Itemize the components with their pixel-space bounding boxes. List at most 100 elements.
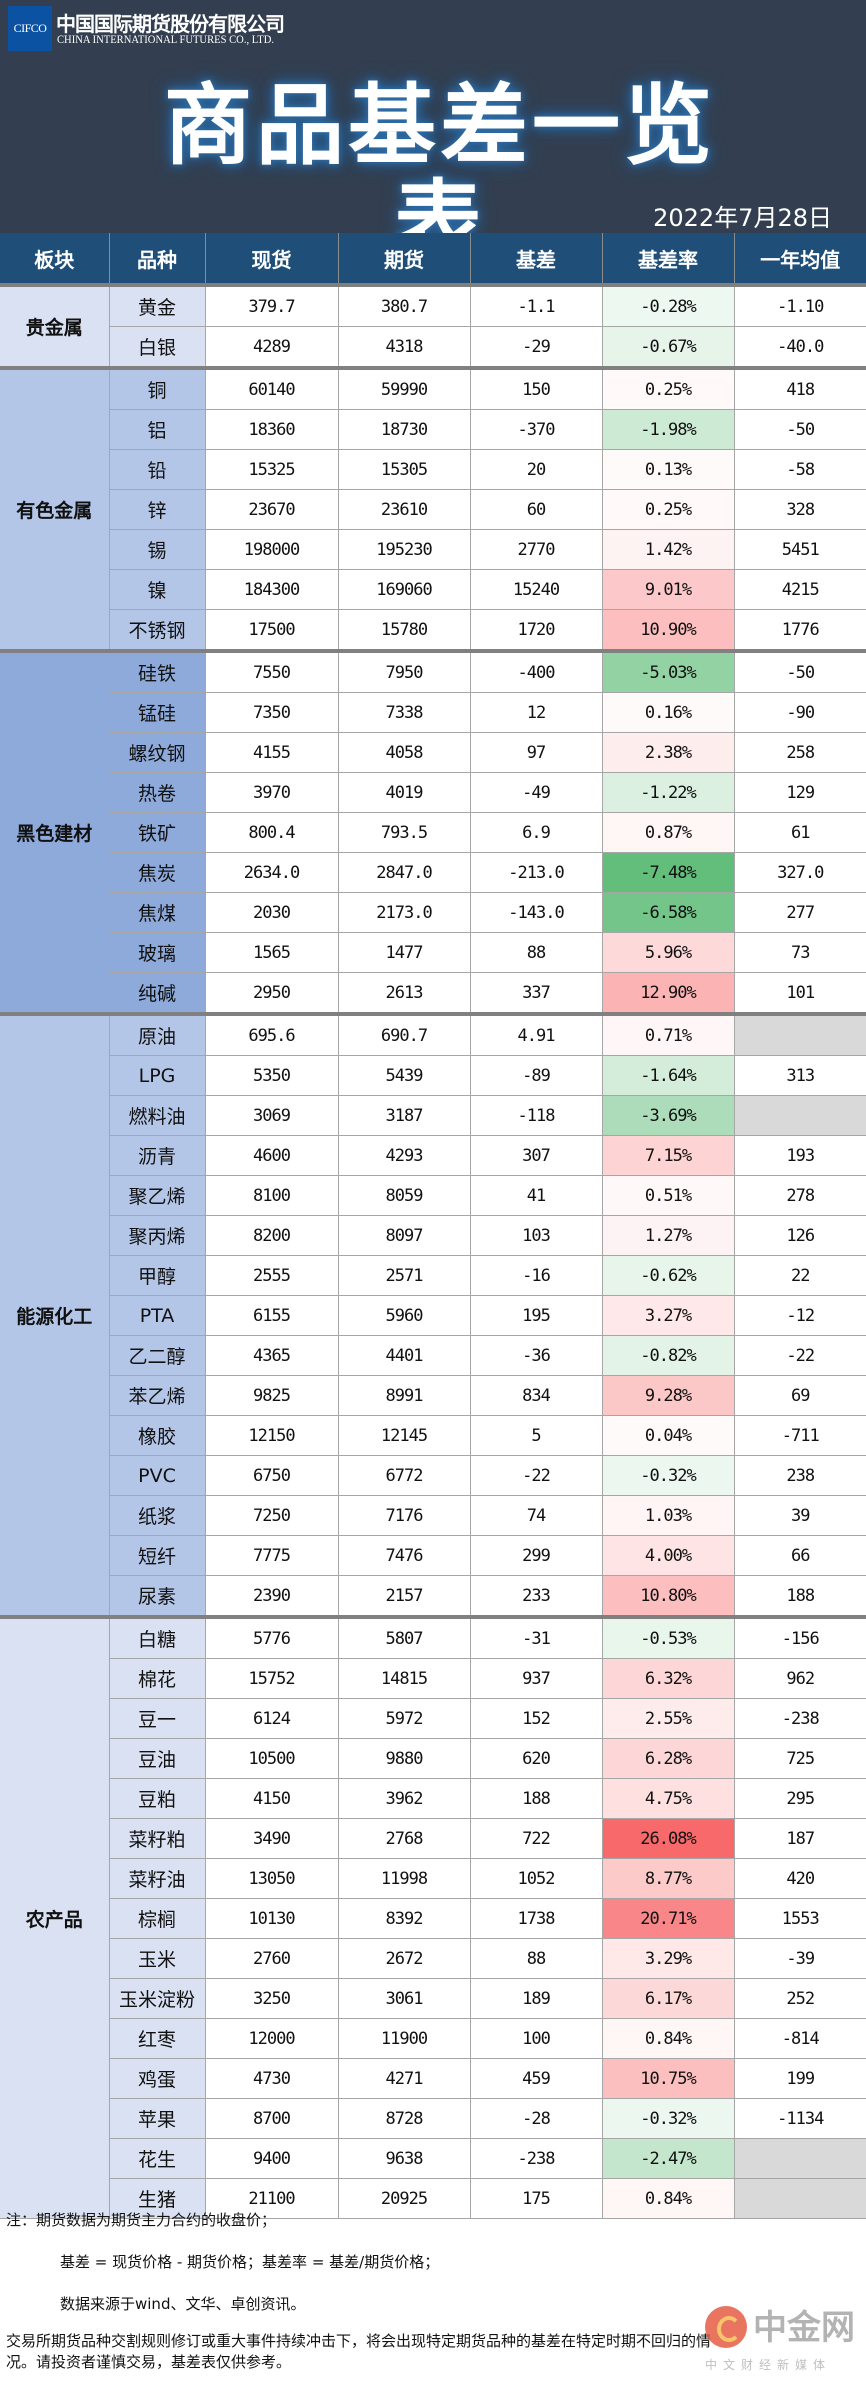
name-cell: 铅	[108, 449, 206, 490]
avg-cell: 327.0	[733, 852, 866, 893]
basis-cell: -49	[469, 772, 603, 813]
table-row: 鸡蛋 4730 4271 459 10.75% 199	[0, 2058, 866, 2099]
name-cell: 锌	[108, 489, 206, 530]
basis-cell: 60	[469, 489, 603, 530]
column-header-variety: 品种	[108, 233, 205, 287]
table-row: 苹果 8700 8728 -28 -0.32% -1134	[0, 2098, 866, 2139]
futures-cell: 2157	[337, 1575, 471, 1618]
table-row: 菜籽油 13050 11998 1052 8.77% 420	[0, 1858, 866, 1899]
name-cell: 玻璃	[108, 932, 206, 973]
futures-cell: 18730	[337, 409, 471, 450]
basis-cell: -22	[469, 1455, 603, 1496]
table-row: 螺纹钢 4155 4058 97 2.38% 258	[0, 732, 866, 773]
basis-cell: 150	[469, 366, 603, 410]
spot-cell: 18360	[204, 409, 339, 450]
column-header-year-average: 一年均值	[733, 233, 866, 287]
table-row: 黑色建材 硅铁 7550 7950 -400 -5.03% -50	[0, 649, 866, 1015]
spot-cell: 4289	[204, 326, 339, 369]
name-cell: 花生	[108, 2138, 206, 2179]
spot-cell: 17500	[204, 609, 339, 652]
rate-cell: 12.90%	[601, 972, 735, 1015]
basis-cell: 337	[469, 972, 603, 1015]
avg-cell	[733, 2138, 866, 2179]
avg-cell: 193	[733, 1135, 866, 1176]
rate-cell: 0.51%	[601, 1175, 735, 1216]
avg-cell: 61	[733, 812, 866, 853]
rate-cell: 10.75%	[601, 2058, 735, 2099]
table-row: 有色金属铜 60140 59990 150 0.25% 418	[0, 366, 866, 652]
futures-cell: 1477	[337, 932, 471, 973]
name-cell: 短纤	[108, 1535, 206, 1576]
report-header: CIFCO 中国国际期货股份有限公司 CHINA INTERNATIONAL F…	[0, 0, 866, 270]
name-cell: 镍	[108, 569, 206, 610]
cngold-watermark: 中金网 中文财经新媒体	[705, 2300, 855, 2375]
avg-cell: -156	[733, 1615, 866, 1659]
basis-cell: 937	[469, 1658, 603, 1699]
spot-cell: 10500	[204, 1738, 339, 1779]
avg-cell: -58	[733, 449, 866, 490]
futures-cell: 4293	[337, 1135, 471, 1176]
spot-cell: 695.6	[204, 1012, 339, 1056]
name-cell: 尿素	[108, 1575, 206, 1618]
rate-cell: 2.55%	[601, 1698, 735, 1739]
table-row: 橡胶 12150 12145 5 0.04% -711	[0, 1415, 866, 1456]
basis-table: 板块 品种 现货 期货 基差 基差率 一年均值 贵金属 黄金 379.7 380.7-…	[0, 233, 866, 2219]
spot-cell: 7775	[204, 1535, 339, 1576]
name-cell: 原油	[108, 1012, 206, 1056]
futures-cell: 4058	[337, 732, 471, 773]
basis-cell: 189	[469, 1978, 603, 2019]
avg-cell: 39	[733, 1495, 866, 1536]
table-row: PTA 6155 5960 195 3.27% -12	[0, 1295, 866, 1336]
rate-cell: -1.64%	[601, 1055, 735, 1096]
rate-cell: -3.69%	[601, 1095, 735, 1136]
report-date: 2022年7月28日	[653, 204, 832, 232]
avg-cell: 962	[733, 1658, 866, 1699]
avg-cell: 188	[733, 1575, 866, 1618]
table-row: 纯碱 2950 2613 337 12.90% 101	[0, 972, 866, 1015]
spot-cell: 7550	[204, 649, 339, 693]
avg-cell: -50	[733, 409, 866, 450]
avg-cell: -40.0	[733, 326, 866, 369]
spot-cell: 9825	[204, 1375, 339, 1416]
table-row: 贵金属 黄金 379.7 380.7 -1.1 -0.28% -1.10	[0, 283, 866, 369]
futures-cell: 169060	[337, 569, 471, 610]
futures-cell: 14815	[337, 1658, 471, 1699]
futures-cell: 2613	[337, 972, 471, 1015]
table-row: 苯乙烯 9825 8991 834 9.28% 69	[0, 1375, 866, 1416]
table-row: 乙二醇 4365 4401 -36 -0.82% -22	[0, 1335, 866, 1376]
name-cell: 铁矿	[108, 812, 206, 853]
avg-cell: -39	[733, 1938, 866, 1979]
rate-cell: -1.98%	[601, 409, 735, 450]
cngold-logo-icon	[705, 2306, 747, 2348]
name-cell: 不锈钢	[108, 609, 206, 652]
sector-cell: 农产品	[0, 1615, 110, 2219]
futures-cell: 7176	[337, 1495, 471, 1536]
table-row: PVC 6750 6772 -22 -0.32% 238	[0, 1455, 866, 1496]
watermark-subtitle: 中文财经新媒体	[705, 2358, 832, 2372]
name-cell: 锰硅	[108, 692, 206, 733]
rate-cell: -0.67%	[601, 326, 735, 369]
futures-cell: 7338	[337, 692, 471, 733]
basis-cell: 1738	[469, 1898, 603, 1939]
spot-cell: 7250	[204, 1495, 339, 1536]
futures-cell: 6772	[337, 1455, 471, 1496]
spot-cell: 379.7	[204, 283, 339, 327]
rate-cell: 0.87%	[601, 812, 735, 853]
basis-cell: -36	[469, 1335, 603, 1376]
table-row: 铁矿 800.4 793.5 6.9 0.87% 61	[0, 812, 866, 853]
name-cell: PVC	[108, 1455, 206, 1496]
rate-cell: -0.53%	[601, 1615, 735, 1659]
basis-cell: 88	[469, 932, 603, 973]
spot-cell: 9400	[204, 2138, 339, 2179]
rate-cell: -6.58%	[601, 892, 735, 933]
avg-cell: 418	[733, 366, 866, 410]
name-cell: 菜籽油	[108, 1858, 206, 1899]
rate-cell: 1.42%	[601, 529, 735, 570]
rate-cell: 3.27%	[601, 1295, 735, 1336]
basis-cell: 307	[469, 1135, 603, 1176]
spot-cell: 6750	[204, 1455, 339, 1496]
futures-cell: 4318	[337, 326, 471, 369]
name-cell: 铜	[108, 366, 206, 410]
spot-cell: 4600	[204, 1135, 339, 1176]
avg-cell	[733, 1095, 866, 1136]
